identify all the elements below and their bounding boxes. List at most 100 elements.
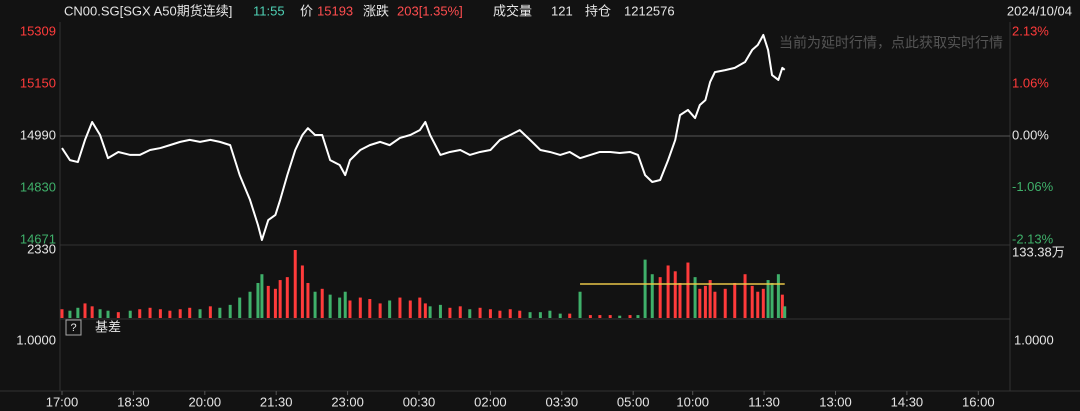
- volume-bar: [438, 304, 442, 318]
- volume-bar: [248, 291, 252, 318]
- volume-bar: [313, 291, 317, 318]
- y-tick-label: 15309: [20, 23, 56, 38]
- open-interest: 1212576: [624, 3, 675, 18]
- volume-bar: [666, 265, 670, 318]
- volume-bar: [76, 307, 80, 318]
- volume-bar: [116, 312, 120, 318]
- volume-bar: [761, 288, 765, 318]
- volume-bar: [568, 313, 572, 318]
- x-tick-label: 18:30: [117, 394, 150, 409]
- volume-bar: [338, 297, 342, 318]
- y-tick-label: 14830: [20, 180, 56, 195]
- volume-bar: [228, 304, 232, 318]
- time: 11:55: [253, 3, 285, 18]
- volume-bar: [358, 297, 362, 318]
- help-mark[interactable]: ?: [70, 322, 76, 334]
- basis-tick: 1.0000: [16, 332, 56, 347]
- volume-bar: [128, 310, 132, 318]
- volume-bar: [188, 307, 192, 318]
- price-line: [61, 33, 786, 241]
- x-tick-label: 11:30: [748, 394, 780, 409]
- watermark[interactable]: 当前为延时行情，点此获取实时行情: [779, 35, 1003, 51]
- basis-label: 基差: [95, 319, 121, 334]
- volume-bar: [398, 297, 402, 318]
- x-tick-label: 02:00: [474, 394, 507, 409]
- volume-bar: [428, 306, 432, 318]
- volume-bar: [733, 282, 737, 318]
- symbol: CN00.SG[SGX A50期货连续]: [64, 3, 232, 18]
- volume-bar: [388, 300, 392, 318]
- volume-bar: [266, 285, 270, 318]
- volume-bar: [83, 303, 87, 318]
- volume-bar: [708, 280, 712, 318]
- volume-bar: [218, 307, 222, 318]
- volume-bar: [508, 309, 512, 318]
- volume-bar: [106, 310, 110, 318]
- volume-bar: [650, 274, 654, 318]
- volume-bar: [528, 312, 532, 318]
- volume-bar: [618, 315, 622, 318]
- volume-bar: [723, 288, 727, 318]
- volume-bar: [418, 297, 422, 318]
- volume-bar: [306, 282, 310, 318]
- volume-bar: [448, 307, 452, 318]
- volume: 121: [551, 3, 573, 18]
- x-tick-label: 05:00: [617, 394, 650, 409]
- volume-bar: [578, 291, 582, 318]
- y2-tick-label: -1.06%: [1012, 179, 1054, 194]
- volume-bar: [260, 274, 264, 318]
- help-icon[interactable]: [65, 319, 82, 336]
- volume-bar: [693, 277, 697, 318]
- volume-bar: [750, 285, 754, 318]
- y2-tick-label: 1.06%: [1012, 76, 1049, 91]
- volume-tick-label: 2330: [27, 241, 56, 256]
- volume-bar: [468, 309, 472, 318]
- volume-bar: [548, 310, 552, 318]
- volume-bar: [608, 315, 612, 318]
- volume-bar: [678, 282, 682, 318]
- x-tick-label: 16:00: [962, 394, 995, 409]
- volume-bar: [285, 277, 289, 318]
- volume-bar: [783, 306, 787, 318]
- volume-bar: [488, 309, 492, 318]
- volume-bar: [343, 291, 347, 318]
- volume-bar: [348, 300, 352, 318]
- x-tick-label: 17:00: [46, 394, 79, 409]
- volume-bar: [658, 277, 662, 318]
- volume-bar: [770, 282, 774, 318]
- volume-bar: [168, 310, 172, 318]
- y-tick-label: 14671: [20, 231, 56, 246]
- volume-bar: [256, 282, 260, 318]
- volume-bar: [686, 262, 690, 318]
- volume-bar: [780, 294, 784, 318]
- volume-bar: [68, 310, 72, 318]
- volume-bar: [273, 288, 277, 318]
- volume-bar: [538, 312, 542, 318]
- volume-bar: [60, 309, 64, 318]
- volume-bar: [98, 309, 102, 318]
- y2-tick-label: -2.13%: [1012, 231, 1054, 246]
- volume-bar: [766, 280, 770, 318]
- y2-tick-label: 0.00%: [1012, 127, 1049, 142]
- x-tick-label: 23:00: [331, 394, 364, 409]
- volume-bar: [636, 315, 640, 318]
- price: 15193: [317, 3, 353, 18]
- x-tick-label: 20:00: [189, 394, 222, 409]
- x-tick-label: 13:00: [819, 394, 852, 409]
- volume-bar: [558, 313, 562, 318]
- volume-bar: [673, 271, 677, 318]
- x-tick-label: 00:30: [403, 394, 436, 409]
- volume-bar: [293, 250, 297, 318]
- x-tick-label: 21:30: [260, 394, 293, 409]
- volume-bar: [776, 274, 780, 318]
- volume-bar: [458, 306, 462, 318]
- date: 2024/10/04: [1007, 3, 1072, 18]
- volume-bar: [703, 285, 707, 318]
- y-tick-label: 15150: [20, 75, 56, 90]
- volume-bar: [208, 306, 212, 318]
- volume-bar: [300, 265, 304, 318]
- volume-bar: [378, 303, 382, 318]
- volume-bar: [423, 303, 427, 318]
- volume-bar: [178, 309, 182, 318]
